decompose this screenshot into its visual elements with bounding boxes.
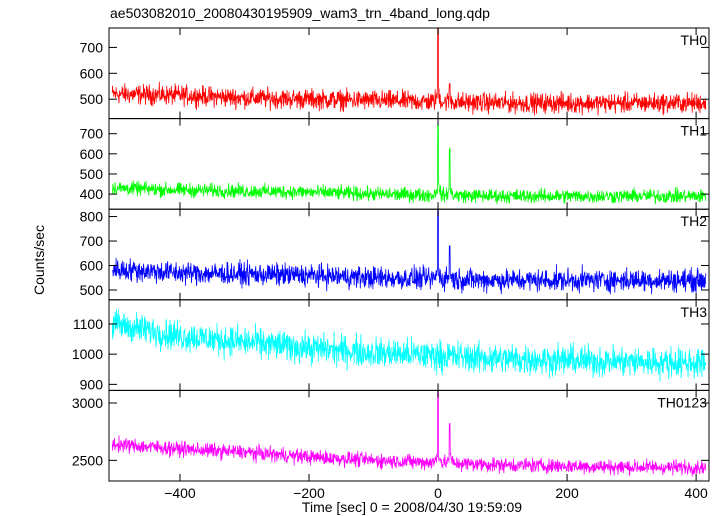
panel-frame [108,27,710,120]
x-tick-label: −400 [164,485,196,501]
panel-label: TH0 [681,32,708,48]
y-axis-label: Counts/sec [31,225,47,295]
panel-label: TH2 [681,213,708,229]
panel-label: TH3 [681,304,708,320]
y-tick-label: 2500 [72,452,103,468]
series-line-th1 [111,125,707,205]
y-tick-label: 500 [80,282,104,298]
y-tick-label: 500 [80,166,104,182]
x-tick-label: 200 [555,485,579,501]
y-tick-label: 600 [80,146,104,162]
series-line-th3 [111,309,707,382]
panel-frame [108,208,710,301]
x-tick-label: 400 [684,485,708,501]
y-tick-label: 500 [80,91,104,107]
plot-panels: 500 600 700 TH0 400 500 600 700 TH1 500 600 700 800 T… [72,27,710,501]
y-tick-label: 1000 [72,346,103,362]
y-tick-label: 600 [80,65,104,81]
series-line-th0 [111,27,707,116]
x-tick-label: −200 [293,485,325,501]
x-axis-label: Time [sec] 0 = 2008/04/30 19:59:09 [302,499,522,515]
panel-label: TH0123 [657,394,707,410]
panel-th1: 400 500 600 700 TH1 [80,118,710,210]
y-tick-label: 800 [80,209,104,225]
chart-title: ae503082010_20080430195909_wam3_trn_4ban… [110,5,490,21]
y-tick-label: 1100 [73,316,103,332]
series-line-th0123 [111,391,707,477]
y-tick-label: 3000 [72,395,103,411]
panel-th2: 500 600 700 800 TH2 [80,208,710,301]
panel-label: TH1 [681,123,708,139]
y-tick-label: 700 [80,233,104,249]
panel-th0: 500 600 700 TH0 [80,27,710,120]
y-tick-label: 400 [80,186,104,202]
y-tick-label: 700 [80,39,104,55]
x-tick-label: 0 [434,485,442,501]
y-tick-label: 600 [80,258,104,274]
panel-th0123: 2500 3000 TH0123 [72,389,710,482]
series-line-th2 [111,209,707,295]
y-tick-label: 700 [80,126,104,142]
panel-th3: 900 1000 1100 TH3 [72,299,710,392]
panel-frame [108,389,710,482]
y-tick-label: 900 [80,376,104,392]
